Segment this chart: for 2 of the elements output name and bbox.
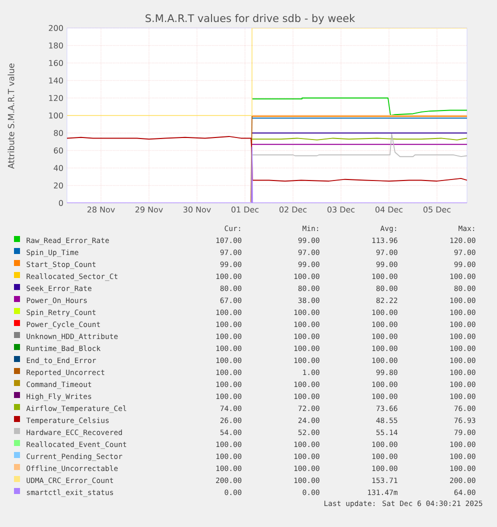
chart-title: S.M.A.R.T values for drive sdb - by week (146, 14, 356, 24)
y-axis-title: Attribute S.M.A.R.T value (8, 64, 14, 169)
